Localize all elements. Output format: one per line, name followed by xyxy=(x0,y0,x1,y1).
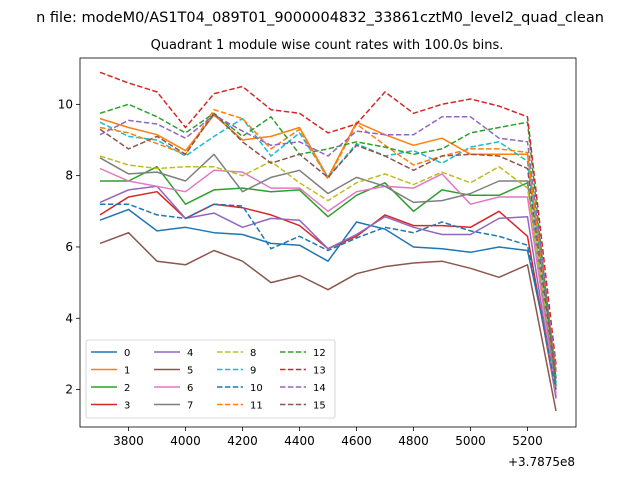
legend-label-1: 1 xyxy=(124,366,130,377)
figure-suptitle: n file: modeM0/AS1T04_089T01_9000004832_… xyxy=(36,10,604,26)
legend-label-14: 14 xyxy=(313,383,326,394)
legend-label-8: 8 xyxy=(250,348,256,359)
x-tick-label: 4000 xyxy=(170,434,201,448)
legend-label-13: 13 xyxy=(313,366,326,377)
series-line-14 xyxy=(99,114,557,371)
y-tick-label: 10 xyxy=(58,97,73,111)
series-line-7 xyxy=(99,153,557,387)
series-lines xyxy=(99,71,557,412)
series-line-1 xyxy=(99,114,557,372)
legend-label-11: 11 xyxy=(250,401,263,412)
series-line-2 xyxy=(100,165,557,390)
x-tick-label: 4200 xyxy=(227,434,258,448)
legend-label-10: 10 xyxy=(250,383,263,394)
legend-label-2: 2 xyxy=(124,383,130,394)
legend-label-5: 5 xyxy=(187,366,193,377)
legend-label-0: 0 xyxy=(124,348,130,359)
x-tick-label: 3800 xyxy=(113,434,144,448)
series-line-5 xyxy=(99,231,557,412)
series-line-6 xyxy=(99,167,557,394)
legend-label-6: 6 xyxy=(187,383,193,394)
legend-label-12: 12 xyxy=(313,348,326,359)
y-tick-label: 6 xyxy=(65,240,73,254)
x-tick-label: 4600 xyxy=(341,434,372,448)
x-tick-label: 4400 xyxy=(284,434,315,448)
series-line-4 xyxy=(99,185,557,399)
x-axis: 3800 4000 4200 4400 4600 4800 5000 5200 xyxy=(113,427,543,448)
chart-title: Quadrant 1 module wise count rates with … xyxy=(151,38,504,53)
series-line-8 xyxy=(99,155,557,380)
series-line-11 xyxy=(99,108,557,372)
x-axis-offset-label: +3.7875e8 xyxy=(508,455,575,469)
y-tick-label: 2 xyxy=(65,383,73,397)
legend-label-4: 4 xyxy=(187,348,193,359)
legend-label-9: 9 xyxy=(250,366,256,377)
legend-box xyxy=(85,339,336,419)
y-axis: 2 4 6 8 10 xyxy=(58,97,80,397)
series-line-15 xyxy=(99,112,557,380)
plot-area xyxy=(79,57,577,428)
x-tick-label: 5200 xyxy=(512,434,543,448)
series-line-10 xyxy=(100,203,557,390)
series-line-12 xyxy=(99,103,557,387)
series-line-0 xyxy=(99,208,557,383)
x-tick-label: 4800 xyxy=(398,434,429,448)
x-tick-label: 5000 xyxy=(455,434,486,448)
axes-frame xyxy=(79,57,577,428)
legend-label-15: 15 xyxy=(313,401,326,412)
series-line-13 xyxy=(99,71,557,365)
legend-label-3: 3 xyxy=(124,401,130,412)
legend-label-7: 7 xyxy=(187,401,193,412)
y-tick-label: 4 xyxy=(65,311,73,325)
y-tick-label: 8 xyxy=(65,169,73,183)
